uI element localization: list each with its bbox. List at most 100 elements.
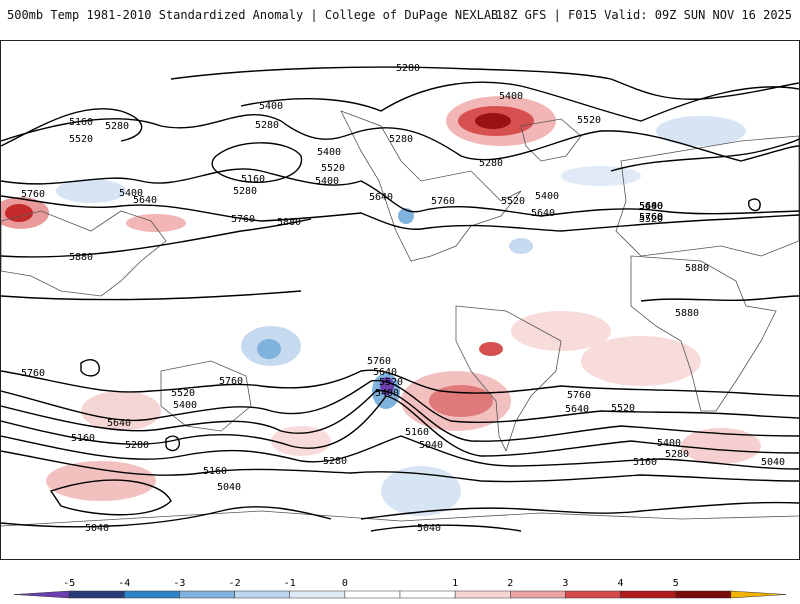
colorbar-tick-label: 0 xyxy=(342,578,348,589)
contour-5640-south xyxy=(1,379,799,424)
contour-5400-south xyxy=(1,395,799,457)
colorbar-tick-label: -2 xyxy=(229,578,241,589)
contour-closed-small xyxy=(80,359,100,377)
colorbar-segment xyxy=(399,590,456,599)
contour-label: 5400 xyxy=(315,176,339,187)
contour-label: 5520 xyxy=(379,377,403,388)
colorbar-segments xyxy=(13,590,787,599)
colorbar-tick-label: 1 xyxy=(452,578,458,589)
cold-anomaly xyxy=(656,116,746,146)
warm-anomaly-strong xyxy=(5,204,33,222)
map-panel: 5280 5400 5400 5160 5280 5520 5400 5280 … xyxy=(0,40,800,560)
contour-5280-closed xyxy=(211,142,303,183)
contour-5520-east xyxy=(610,138,799,172)
cold-anomaly xyxy=(561,166,641,186)
contour-label: 5640 xyxy=(369,192,393,203)
colorbar-tick-label: 3 xyxy=(562,578,568,589)
contour-label: 5160 xyxy=(405,427,429,438)
contour-label: 5160 xyxy=(241,174,265,185)
contour-label: 5880 xyxy=(675,308,699,319)
warm-anomaly xyxy=(271,426,331,456)
contour-5040-bottom xyxy=(1,506,332,528)
warm-anomaly-strong xyxy=(429,385,493,417)
contour-label: 5400 xyxy=(317,147,341,158)
coastline-africa xyxy=(630,255,777,412)
contour-labels: 5280 5400 5400 5160 5280 5520 5400 5280 … xyxy=(21,63,785,534)
contour-label: 5640 xyxy=(639,201,663,212)
colorbar-segment xyxy=(234,590,290,599)
contour-5520-north xyxy=(1,114,799,162)
cold-anomaly xyxy=(509,238,533,254)
contour-label: 5760 xyxy=(431,196,455,207)
contour-label: 5760 xyxy=(567,390,591,401)
map-title: 500mb Temp 1981-2010 Standardized Anomal… xyxy=(7,8,499,22)
contour-label: 5520 xyxy=(577,115,601,126)
run-valid-time: 18Z GFS | F015 Valid: 09Z SUN NOV 16 202… xyxy=(495,8,792,22)
cold-anomaly xyxy=(381,466,461,516)
contour-label: 5880 xyxy=(685,263,709,274)
height-contours xyxy=(1,66,799,532)
colorbar-ticks: -5 -4 -3 -2 -1 0 1 2 3 4 5 xyxy=(63,578,679,589)
coastline-north-america xyxy=(340,110,522,262)
contour-label: 5760 xyxy=(231,214,255,225)
warm-anomaly-core xyxy=(475,113,511,129)
coastline-australia xyxy=(160,360,252,432)
contour-label: 5520 xyxy=(611,403,635,414)
contour-label: 5640 xyxy=(565,404,589,415)
contour-label: 5520 xyxy=(639,214,663,225)
contour-label: 5040 xyxy=(217,482,241,493)
contour-5760-south xyxy=(1,369,799,397)
warm-anomaly xyxy=(581,336,701,386)
contour-5280-north xyxy=(170,66,799,100)
contour-label: 5280 xyxy=(389,134,413,145)
contour-label: 5400 xyxy=(657,438,681,449)
contour-5400-north xyxy=(240,81,799,122)
contour-5160-north xyxy=(1,108,143,147)
cold-anomaly xyxy=(56,179,126,203)
colorbar: -5 -4 -3 -2 -1 0 1 2 3 4 5 xyxy=(0,566,800,600)
contour-closed-small xyxy=(747,198,761,212)
contour-label: 5760 xyxy=(367,356,391,367)
contour-label: 5400 xyxy=(375,388,399,399)
contour-label: 5640 xyxy=(531,208,555,219)
contour-5880-africa xyxy=(640,295,799,302)
contour-label: 5400 xyxy=(639,201,663,212)
cold-anomaly-strong xyxy=(257,339,281,359)
colorbar-tick-label: -5 xyxy=(63,578,75,589)
colorbar-segment xyxy=(510,590,566,599)
colorbar-tick-label: -3 xyxy=(173,578,185,589)
contour-label: 5400 xyxy=(173,400,197,411)
contour-closed-small xyxy=(165,435,180,452)
contour-label: 5280 xyxy=(665,449,689,460)
warm-anomaly xyxy=(511,311,611,351)
coastline-east-asia xyxy=(1,210,167,297)
contour-label: 5880 xyxy=(69,252,93,263)
contour-label: 5640 xyxy=(133,195,157,206)
contour-5280-south xyxy=(1,435,799,470)
cold-anomaly xyxy=(398,208,414,224)
colorbar-segment xyxy=(454,590,511,599)
colorbar-tick-label: -4 xyxy=(118,578,130,589)
coastline-antarctica xyxy=(1,510,799,527)
contour-5040-polar-east xyxy=(370,524,522,532)
contour-label: 5640 xyxy=(107,418,131,429)
contour-label: 5040 xyxy=(419,440,443,451)
contour-label: 5760 xyxy=(639,212,663,223)
contour-label: 5280 xyxy=(255,120,279,131)
contour-label: 5520 xyxy=(321,163,345,174)
contour-label: 5160 xyxy=(71,433,95,444)
contour-label: 5280 xyxy=(323,456,347,467)
coastline-europe-asia xyxy=(615,135,799,257)
contour-label: 5400 xyxy=(259,101,283,112)
colorbar-segment xyxy=(675,590,732,599)
contour-label: 5040 xyxy=(761,457,785,468)
contour-5880-south xyxy=(1,290,302,301)
anomaly-shading xyxy=(1,96,761,516)
colorbar-tick-label: 2 xyxy=(507,578,513,589)
contour-label: 5040 xyxy=(85,523,109,534)
contour-label: 5280 xyxy=(396,63,420,74)
contour-label: 5160 xyxy=(203,466,227,477)
colorbar-segment xyxy=(13,590,70,599)
contour-label: 5280 xyxy=(125,440,149,451)
contour-5880-north xyxy=(1,218,312,258)
